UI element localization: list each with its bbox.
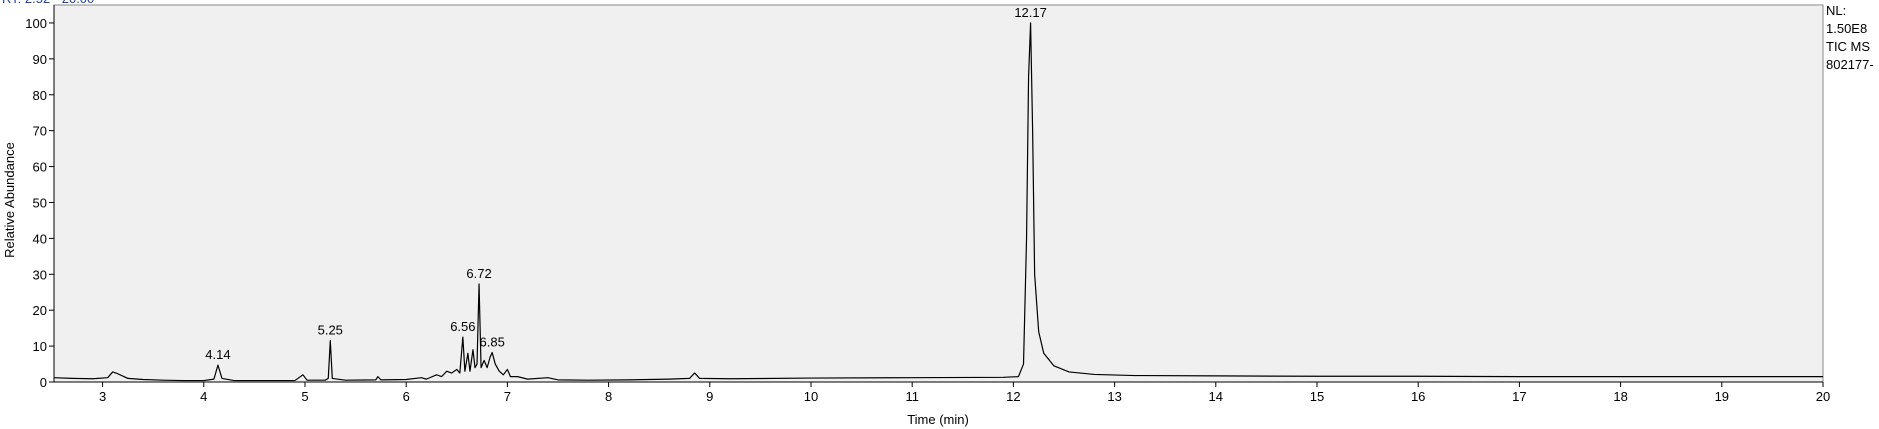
x-tick-label: 19 xyxy=(1715,389,1729,404)
info-text: TIC MS xyxy=(1826,39,1870,54)
peak-label: 6.85 xyxy=(480,335,505,350)
y-tick-label: 20 xyxy=(33,303,47,318)
peak-label: 6.72 xyxy=(466,266,491,281)
plot-area xyxy=(53,4,1824,383)
x-tick-label: 15 xyxy=(1310,389,1324,404)
x-tick-label: 14 xyxy=(1209,389,1223,404)
x-tick-label: 12 xyxy=(1006,389,1020,404)
y-tick-label: 40 xyxy=(33,231,47,246)
y-tick-label: 30 xyxy=(33,267,47,282)
x-tick-label: 17 xyxy=(1512,389,1526,404)
trace xyxy=(53,22,1823,382)
info-text: 802177- xyxy=(1826,57,1874,72)
y-tick-label: 90 xyxy=(33,52,47,67)
y-tick-label: 100 xyxy=(25,16,47,31)
y-tick-label: 0 xyxy=(40,375,47,390)
y-tick-label: 60 xyxy=(33,160,47,175)
x-tick-label: 16 xyxy=(1411,389,1425,404)
x-tick-label: 3 xyxy=(99,389,106,404)
x-tick-label: 4 xyxy=(200,389,207,404)
x-tick-label: 13 xyxy=(1107,389,1121,404)
x-tick-label: 6 xyxy=(403,389,410,404)
chart-header: RT: 2.52 - 20.00 xyxy=(2,0,94,6)
x-tick-label: 11 xyxy=(905,389,919,404)
x-tick-label: 20 xyxy=(1816,389,1830,404)
x-tick-label: 7 xyxy=(504,389,511,404)
peak-label: 4.14 xyxy=(205,347,230,362)
x-tick-label: 10 xyxy=(804,389,818,404)
peak-label: 6.56 xyxy=(450,319,475,334)
info-text: NL: xyxy=(1826,3,1846,18)
x-tick-label: 9 xyxy=(706,389,713,404)
y-tick-label: 50 xyxy=(33,195,47,210)
x-tick-label: 8 xyxy=(605,389,612,404)
y-axis-label: Relative Abundance xyxy=(2,142,17,258)
x-axis-label: Time (min) xyxy=(907,412,969,427)
peak-label: 5.25 xyxy=(318,323,343,338)
info-text: 1.50E8 xyxy=(1826,21,1867,36)
x-tick-label: 5 xyxy=(301,389,308,404)
y-tick-label: 70 xyxy=(33,124,47,139)
peak-label: 12.17 xyxy=(1014,5,1047,20)
x-tick-label: 18 xyxy=(1613,389,1627,404)
y-tick-label: 80 xyxy=(33,88,47,103)
y-tick-label: 10 xyxy=(33,339,47,354)
